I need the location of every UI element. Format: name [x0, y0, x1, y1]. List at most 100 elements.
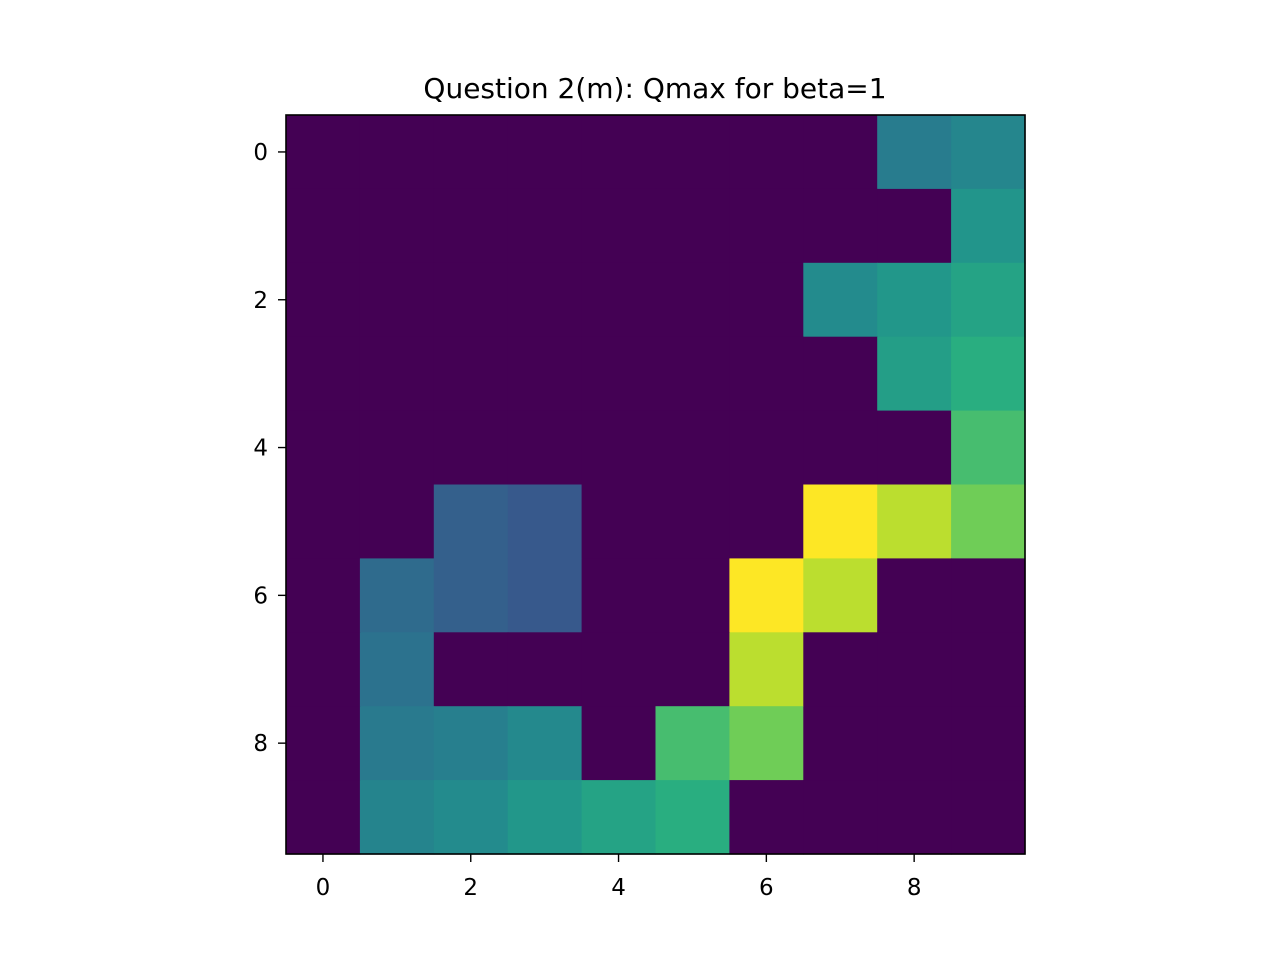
heatmap-cell	[951, 410, 1026, 486]
heatmap-cell	[877, 262, 952, 338]
heatmap-cell	[655, 484, 730, 559]
heatmap-cell	[433, 558, 509, 633]
heatmap-cell	[507, 188, 583, 264]
heatmap-cell	[729, 706, 804, 781]
heatmap-cell	[655, 262, 730, 338]
heatmap-cell	[581, 262, 657, 338]
heatmap-cell	[729, 558, 804, 633]
heatmap-cell	[581, 780, 657, 855]
heatmap-cell	[507, 115, 583, 190]
plot-frame	[285, 114, 1026, 855]
heatmap-cells	[286, 115, 1026, 855]
heatmap-cell	[877, 484, 952, 559]
heatmap-cell	[581, 484, 657, 559]
heatmap-cell	[286, 780, 361, 855]
heatmap-cell	[507, 336, 583, 412]
heatmap-cell	[803, 558, 878, 633]
heatmap-cell	[507, 706, 583, 781]
x-tick-label: 8	[907, 875, 922, 901]
heatmap-cell	[507, 262, 583, 338]
heatmap-cell	[877, 115, 952, 190]
y-tick-label: 6	[253, 583, 268, 609]
heatmap-cell	[433, 336, 509, 412]
heatmap-cell	[951, 780, 1026, 855]
x-tick-label: 0	[316, 875, 331, 901]
heatmap-cell	[655, 188, 730, 264]
y-axis: 0 2 4 6 8	[253, 140, 286, 757]
heatmap-cell	[729, 115, 804, 190]
heatmap-cell	[803, 336, 878, 412]
heatmap-cell	[951, 706, 1026, 781]
heatmap-cell	[286, 336, 361, 412]
heatmap-cell	[729, 632, 804, 707]
heatmap-cell	[655, 632, 730, 707]
heatmap-cell	[433, 706, 509, 781]
y-tick-label: 8	[253, 731, 268, 757]
heatmap-cell	[877, 706, 952, 781]
heatmap-cell	[507, 410, 583, 486]
heatmap-cell	[803, 188, 878, 264]
heatmap-cell	[951, 188, 1026, 264]
heatmap-cell	[359, 558, 435, 633]
heatmap-cell	[359, 410, 435, 486]
heatmap-cell	[803, 262, 878, 338]
heatmap-cell	[803, 115, 878, 190]
heatmap-cell	[286, 706, 361, 781]
heatmap-cell	[359, 188, 435, 264]
y-tick-label: 4	[253, 436, 268, 462]
heatmap-cell	[803, 780, 878, 855]
heatmap-cell	[507, 484, 583, 559]
heatmap-cell	[359, 780, 435, 855]
heatmap-cell	[433, 632, 509, 707]
heatmap-cell	[359, 262, 435, 338]
heatmap-cell	[877, 410, 952, 486]
heatmap-cell	[655, 558, 730, 633]
heatmap-cell	[359, 632, 435, 707]
heatmap-cell	[729, 484, 804, 559]
heatmap-cell	[433, 115, 509, 190]
heatmap-cell	[507, 558, 583, 633]
heatmap-cell	[286, 188, 361, 264]
heatmap-cell	[581, 188, 657, 264]
heatmap-cell	[803, 706, 878, 781]
heatmap-cell	[803, 410, 878, 486]
heatmap-cell	[286, 115, 361, 190]
x-tick-label: 6	[759, 875, 774, 901]
heatmap-cell	[877, 780, 952, 855]
heatmap-cell	[581, 706, 657, 781]
heatmap-cell	[729, 262, 804, 338]
heatmap-cell	[581, 632, 657, 707]
heatmap-cell	[433, 188, 509, 264]
heatmap-cell	[877, 632, 952, 707]
heatmap-cell	[581, 410, 657, 486]
y-tick-label: 0	[253, 140, 268, 166]
heatmap-cell	[951, 115, 1026, 190]
x-axis: 0 2 4 6 8	[316, 854, 922, 901]
heatmap-cell	[877, 336, 952, 412]
heatmap-cell	[581, 336, 657, 412]
heatmap-cell	[359, 706, 435, 781]
heatmap-cell	[507, 780, 583, 855]
heatmap-cell	[655, 410, 730, 486]
heatmap-cell	[803, 632, 878, 707]
heatmap-cell	[655, 336, 730, 412]
heatmap-cell	[729, 780, 804, 855]
y-tick-label: 2	[253, 288, 268, 314]
heatmap-cell	[286, 410, 361, 486]
heatmap-cell	[951, 262, 1026, 338]
heatmap-cell	[507, 632, 583, 707]
heatmap-cell	[729, 410, 804, 486]
chart-title: Question 2(m): Qmax for beta=1	[423, 72, 886, 105]
x-tick-label: 4	[611, 875, 626, 901]
heatmap-cell	[655, 780, 730, 855]
heatmap-cell	[359, 336, 435, 412]
heatmap-cell	[729, 336, 804, 412]
heatmap-cell	[286, 558, 361, 633]
heatmap-cell	[286, 484, 361, 559]
heatmap-cell	[951, 484, 1026, 559]
heatmap-cell	[877, 558, 952, 633]
heatmap-cell	[951, 336, 1026, 412]
heatmap-cell	[433, 262, 509, 338]
